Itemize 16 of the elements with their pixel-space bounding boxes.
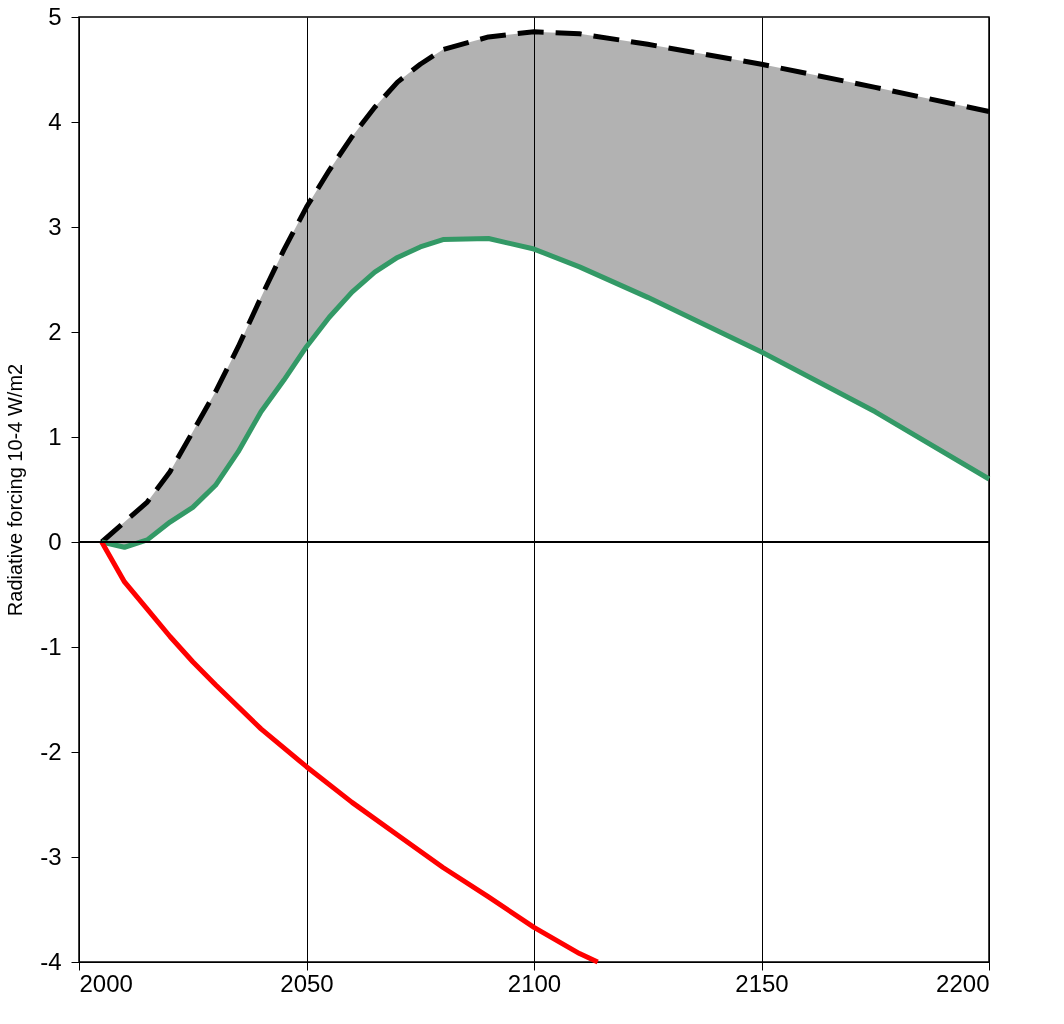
x-tick-label: 2100 (507, 969, 562, 997)
y-tick-label: -4 (40, 947, 62, 975)
x-tick-label: 2200 (936, 969, 990, 997)
x-tick-label: 2000 (79, 969, 133, 997)
y-tick-label: -3 (40, 842, 62, 870)
y-tick-label: 4 (48, 107, 62, 135)
y-tick-label: 3 (48, 212, 62, 240)
y-tick-label: -1 (40, 632, 62, 660)
x-tick-label: 2150 (735, 969, 789, 997)
y-tick-label: 2 (48, 317, 62, 345)
y-tick-label: -2 (40, 737, 62, 765)
y-tick-label: 0 (48, 527, 62, 555)
y-tick-label: 5 (48, 2, 62, 30)
y-axis-title: Radiative forcing 10-4 W/m2 (4, 363, 27, 617)
y-tick-label: 1 (48, 422, 62, 450)
x-tick-label: 2050 (280, 969, 334, 997)
